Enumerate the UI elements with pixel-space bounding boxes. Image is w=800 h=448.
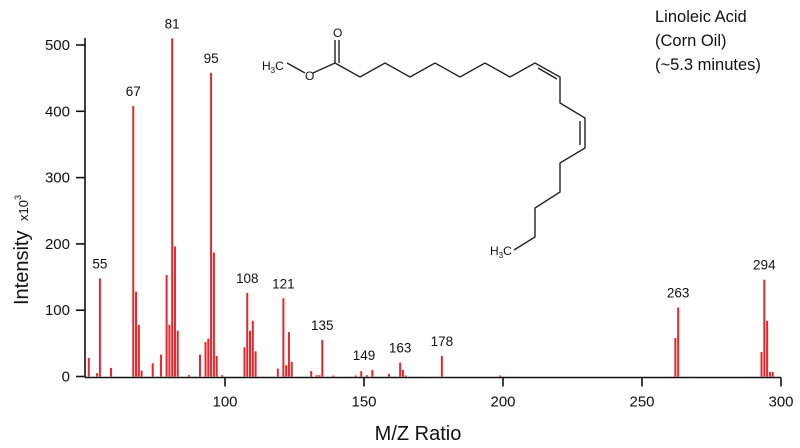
peak-bar-82 (173, 246, 176, 377)
peak-label-95: 95 (204, 51, 219, 66)
peak-label-178: 178 (431, 334, 454, 349)
peak-bar-135 (321, 340, 324, 377)
y-tick-label: 300 (45, 170, 70, 187)
peak-bar-51 (87, 357, 90, 377)
peak-bar-164 (401, 369, 404, 377)
peak-label-55: 55 (92, 256, 107, 271)
peak-label-135: 135 (311, 318, 334, 333)
peak-bar-79 (165, 275, 168, 377)
title-line-1: Linoleic Acid (655, 8, 747, 26)
methyl-end-label: H3C (490, 244, 512, 260)
peak-label-81: 81 (165, 16, 180, 31)
peak-bar-87 (187, 375, 190, 377)
peak-bar-296 (768, 371, 771, 377)
peak-bar-54 (96, 373, 99, 377)
peak-bar-133 (315, 375, 318, 377)
peak-bar-147 (354, 375, 357, 377)
peak-bar-83 (176, 330, 179, 377)
peak-bar-134 (318, 375, 321, 377)
peak-bar-123 (287, 332, 290, 377)
peak-bar-94 (207, 338, 210, 377)
peak-bar-122 (285, 365, 288, 377)
peak-bar-153 (371, 369, 374, 377)
peak-bar-55 (98, 278, 101, 377)
peak-bar-97 (215, 355, 218, 377)
peak-label-294: 294 (753, 258, 776, 273)
svg-text:Intensity x103: Intensity x103 (11, 195, 33, 305)
peak-bar-163 (399, 362, 402, 377)
y-axis-unit-exp: 3 (13, 195, 23, 200)
y-axis-title: Intensity x103 (11, 195, 33, 305)
peak-annotations: 55 67 81 95 108 121 135 149 163 178 263 294 (92, 16, 776, 363)
methyl-left-label: H3C (262, 59, 284, 75)
peak-bar-199 (499, 375, 502, 377)
x-tick-label: 150 (351, 394, 376, 411)
peak-bar-178 (440, 355, 443, 377)
peak-bar-294 (763, 279, 766, 377)
peak-bar-262 (674, 338, 677, 377)
peak-label-149: 149 (353, 348, 376, 363)
x-tick-label: 300 (768, 394, 793, 411)
x-tick-label: 250 (629, 394, 654, 411)
x-tick-label: 200 (490, 394, 515, 411)
peak-bar-77 (160, 354, 163, 377)
peak-bar-159 (388, 373, 391, 377)
peak-bar-109 (249, 330, 252, 377)
peak-bar-95 (210, 72, 213, 377)
peak-bar-124 (290, 361, 293, 377)
y-axis-title-text: Intensity (11, 231, 33, 305)
peak-bar-74 (151, 363, 154, 377)
y-tick-label: 100 (45, 302, 70, 319)
peak-bar-165 (404, 375, 407, 377)
peak-bar-293 (760, 351, 763, 377)
title-line-3: (~5.3 minutes) (655, 56, 761, 74)
title-line-2: (Corn Oil) (655, 32, 727, 50)
peak-bar-119 (276, 368, 279, 377)
peak-bar-68 (135, 291, 138, 377)
peak-bar-69 (137, 324, 140, 377)
x-axis-title: M/Z Ratio (375, 423, 462, 445)
peak-bar-91 (198, 354, 201, 377)
peak-bar-96 (212, 252, 215, 377)
y-axis-unit: x10 (16, 200, 31, 221)
peak-bar-107 (243, 347, 246, 377)
peak-label-121: 121 (272, 276, 295, 291)
peak-bar-121 (282, 298, 285, 377)
peak-label-163: 163 (389, 341, 412, 356)
peak-bar-295 (766, 320, 769, 377)
peak-bar-99 (221, 375, 224, 377)
carbonyl-oxygen-label: O (333, 26, 342, 40)
ester-oxygen-label: O (305, 69, 314, 83)
peak-bar-81 (171, 38, 174, 377)
peak-bars (87, 38, 774, 377)
peak-bar-131 (310, 371, 313, 377)
y-tick-label: 500 (45, 37, 70, 54)
peak-bar-59 (110, 367, 113, 377)
x-tick-label: 100 (212, 394, 237, 411)
peak-bar-108 (246, 292, 249, 377)
peak-bar-67 (132, 105, 135, 377)
peak-bar-80 (168, 324, 171, 377)
peak-bar-111 (254, 351, 257, 377)
peak-label-108: 108 (236, 271, 259, 286)
axes: 100 150 200 250 300 0 100 200 300 400 500 (45, 37, 794, 411)
peak-label-67: 67 (126, 84, 141, 99)
peak-bar-110 (251, 320, 254, 377)
methyl-linoleate-structure-icon (286, 40, 586, 251)
y-tick-label: 400 (45, 103, 70, 120)
peak-bar-93 (204, 342, 207, 377)
peak-bar-70 (140, 370, 143, 377)
y-tick-label: 0 (62, 369, 70, 386)
y-tick-label: 200 (45, 236, 70, 253)
peak-label-263: 263 (667, 286, 690, 301)
peak-bar-297 (771, 371, 774, 377)
peak-bar-151 (365, 375, 368, 377)
peak-bar-149 (360, 371, 363, 377)
peak-bar-139 (332, 375, 335, 377)
peak-bar-263 (677, 307, 680, 377)
